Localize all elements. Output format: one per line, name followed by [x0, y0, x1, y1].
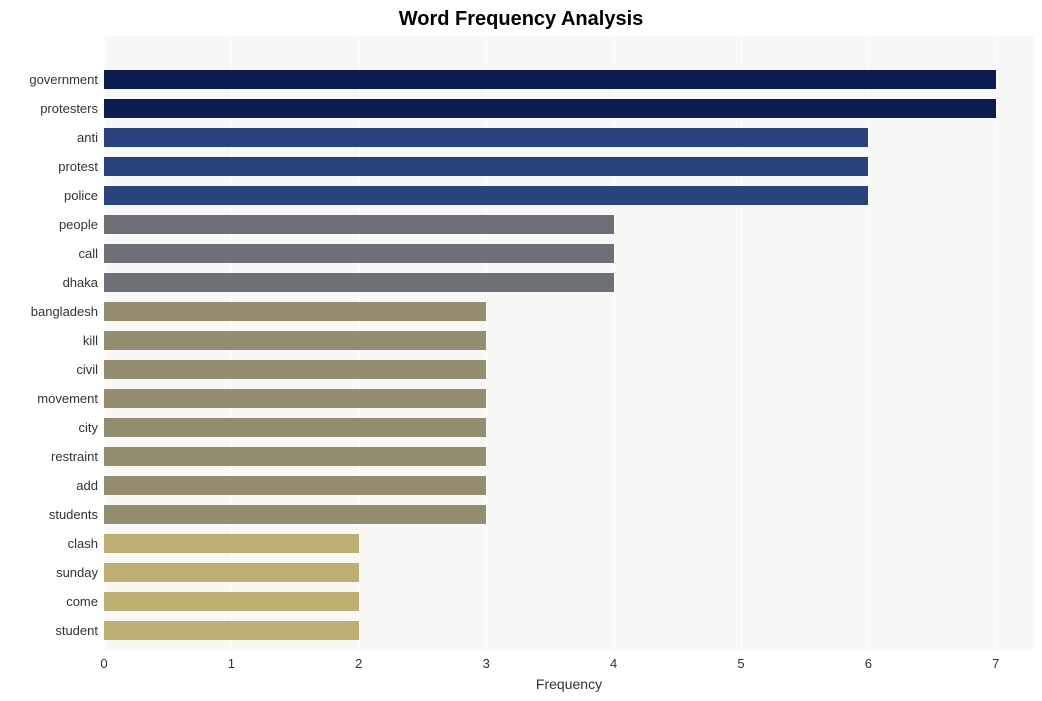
y-tick-label: anti	[77, 130, 98, 145]
bar	[104, 505, 486, 524]
y-tick-label: add	[76, 478, 98, 493]
plot-area	[104, 36, 1034, 650]
x-tick-label: 0	[100, 656, 107, 671]
x-tick-label: 6	[865, 656, 872, 671]
bar	[104, 534, 359, 553]
y-tick-label: civil	[76, 362, 98, 377]
bar	[104, 476, 486, 495]
bar	[104, 621, 359, 640]
y-tick-label: bangladesh	[31, 304, 98, 319]
y-tick-label: kill	[83, 333, 98, 348]
bar	[104, 273, 614, 292]
chart-title: Word Frequency Analysis	[0, 8, 1042, 31]
y-tick-label: students	[49, 507, 98, 522]
y-tick-label: come	[66, 594, 98, 609]
y-tick-label: movement	[37, 391, 98, 406]
x-tick-label: 3	[483, 656, 490, 671]
x-axis-label: Frequency	[104, 676, 1034, 692]
bar	[104, 331, 486, 350]
bar	[104, 70, 996, 89]
bar	[104, 418, 486, 437]
bar	[104, 215, 614, 234]
x-tick-label: 1	[228, 656, 235, 671]
y-tick-label: dhaka	[63, 275, 98, 290]
y-tick-label: protesters	[40, 101, 98, 116]
bar	[104, 186, 868, 205]
bar	[104, 244, 614, 263]
bar	[104, 592, 359, 611]
bar	[104, 302, 486, 321]
x-tick-label: 7	[992, 656, 999, 671]
chart-container: Word Frequency Analysis Frequency 0 1 2 3 4 5…	[0, 0, 1042, 701]
bar	[104, 99, 996, 118]
y-tick-label: sunday	[56, 565, 98, 580]
bar	[104, 157, 868, 176]
y-tick-label: student	[55, 623, 98, 638]
bar	[104, 360, 486, 379]
x-tick-label: 2	[355, 656, 362, 671]
y-tick-label: people	[59, 217, 98, 232]
gridline	[996, 36, 997, 650]
bar	[104, 389, 486, 408]
y-tick-label: city	[79, 420, 99, 435]
y-tick-label: government	[29, 72, 98, 87]
y-tick-label: restraint	[51, 449, 98, 464]
x-tick-label: 4	[610, 656, 617, 671]
x-tick-label: 5	[737, 656, 744, 671]
y-tick-label: police	[64, 188, 98, 203]
bar	[104, 128, 868, 147]
y-tick-label: protest	[58, 159, 98, 174]
bar	[104, 447, 486, 466]
y-tick-label: call	[78, 246, 98, 261]
bar	[104, 563, 359, 582]
y-tick-label: clash	[68, 536, 98, 551]
gridline	[868, 36, 869, 650]
